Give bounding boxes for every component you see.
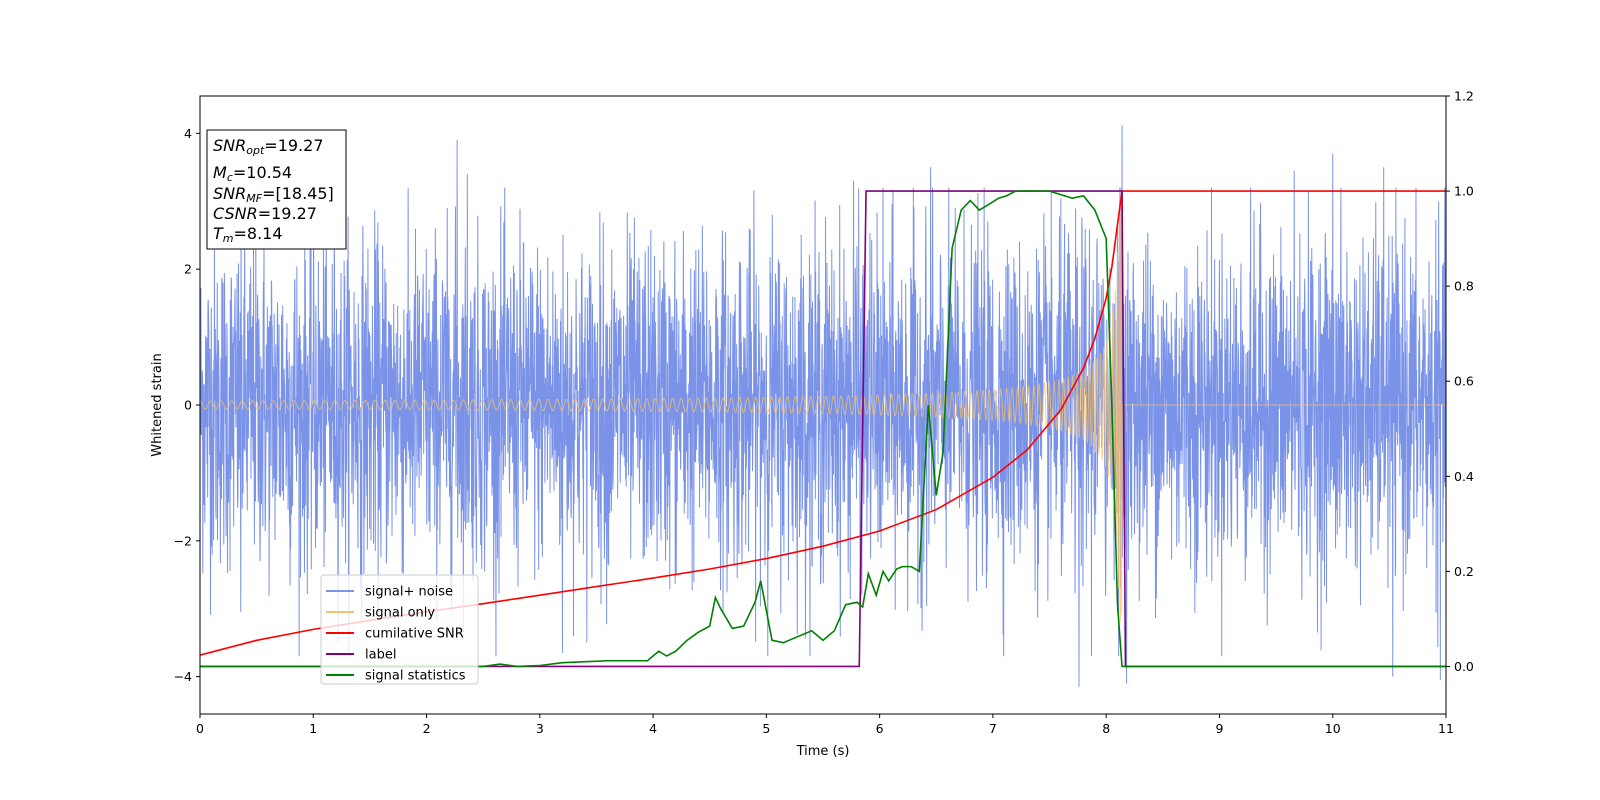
legend-item: signal only (326, 606, 435, 621)
legend-label: signal+ noise (365, 585, 453, 600)
series-line-signal-statistics (200, 190, 1446, 668)
annotation-value: =[18.45] (262, 184, 334, 203)
x-tick-label: 10 (1325, 721, 1341, 736)
annotation-symbol: SNR (213, 184, 246, 203)
y-tick-label: −2 (174, 533, 192, 548)
y2-tick-label: 0.4 (1454, 469, 1474, 484)
annotation-subscript: m (223, 232, 234, 245)
legend-item: cumilative SNR (326, 627, 464, 642)
y2-tick-label: 0.2 (1454, 564, 1474, 579)
legend: signal+ noise signal only cumilative SNR la… (320, 574, 479, 685)
annotation-value: =19.27 (258, 204, 317, 223)
y-axis-left: −4 −2 0 2 4 (174, 126, 200, 684)
y-tick-label: −4 (174, 669, 192, 684)
y2-tick-label: 0.8 (1454, 279, 1474, 294)
legend-label: signal statistics (365, 669, 466, 684)
annotation-value: =10.54 (233, 163, 292, 182)
annotation-value: =8.14 (234, 224, 283, 243)
x-tick-label: 11 (1438, 721, 1454, 736)
legend-label: label (365, 648, 396, 663)
legend-item: label (326, 648, 396, 663)
annotation-symbol: M (213, 163, 227, 182)
x-tick-label: 8 (1102, 721, 1110, 736)
annotation-line: Mc=10.54 (213, 163, 292, 184)
legend-item: signal statistics (326, 669, 466, 684)
y2-tick-label: 1.2 (1454, 89, 1474, 104)
annotation-line: Tm=8.14 (213, 224, 283, 245)
x-tick-label: 5 (762, 721, 770, 736)
x-tick-label: 4 (649, 721, 657, 736)
legend-label: signal only (365, 606, 435, 621)
x-tick-label: 1 (309, 721, 317, 736)
legend-item: signal+ noise (326, 585, 453, 600)
annotation-box: SNRopt=19.27Mc=10.54SNRMF=[18.45]CSNR=19… (206, 129, 347, 250)
annotation-lines: SNRopt=19.27Mc=10.54SNRMF=[18.45]CSNR=19… (213, 136, 334, 245)
annotation-subscript: opt (246, 144, 265, 157)
y-tick-label: 2 (184, 262, 192, 277)
y2-tick-label: 0.0 (1454, 659, 1474, 674)
legend-items: signal+ noise signal only cumilative SNR la… (326, 585, 466, 684)
y-tick-label: 4 (184, 126, 192, 141)
y-tick-label: 0 (184, 398, 192, 413)
annotation-value: =19.27 (264, 136, 323, 155)
y2-tick-label: 0.6 (1454, 374, 1474, 389)
series-line-signal-only (200, 187, 1446, 622)
legend-frame (320, 574, 479, 685)
x-tick-label: 0 (196, 721, 204, 736)
y2-tick-label: 1.0 (1454, 184, 1474, 199)
annotation-line: SNRopt=19.27 (213, 136, 324, 157)
annotation-symbol: CSNR (213, 204, 258, 223)
annotation-subscript: MF (246, 192, 262, 205)
x-axis: 0 1 2 3 4 5 6 7 8 9 10 11 (196, 714, 1454, 736)
x-tick-label: 2 (423, 721, 431, 736)
x-tick-label: 3 (536, 721, 544, 736)
y-axis-label: Whitened strain (150, 353, 165, 456)
legend-label: cumilative SNR (365, 627, 464, 642)
y-axis-right: 0.0 0.2 0.4 0.6 0.8 1.0 1.2 (1446, 89, 1474, 674)
annotation-frame (206, 129, 347, 250)
annotation-symbol: T (213, 224, 224, 243)
annotation-line: CSNR=19.27 (213, 204, 317, 223)
x-tick-label: 6 (876, 721, 884, 736)
x-axis-label: Time (s) (796, 744, 850, 759)
x-tick-label: 9 (1215, 721, 1223, 736)
annotation-line: SNRMF=[18.45] (213, 184, 334, 205)
x-tick-label: 7 (989, 721, 997, 736)
annotation-symbol: SNR (213, 136, 246, 155)
annotation-subscript: c (227, 171, 233, 184)
